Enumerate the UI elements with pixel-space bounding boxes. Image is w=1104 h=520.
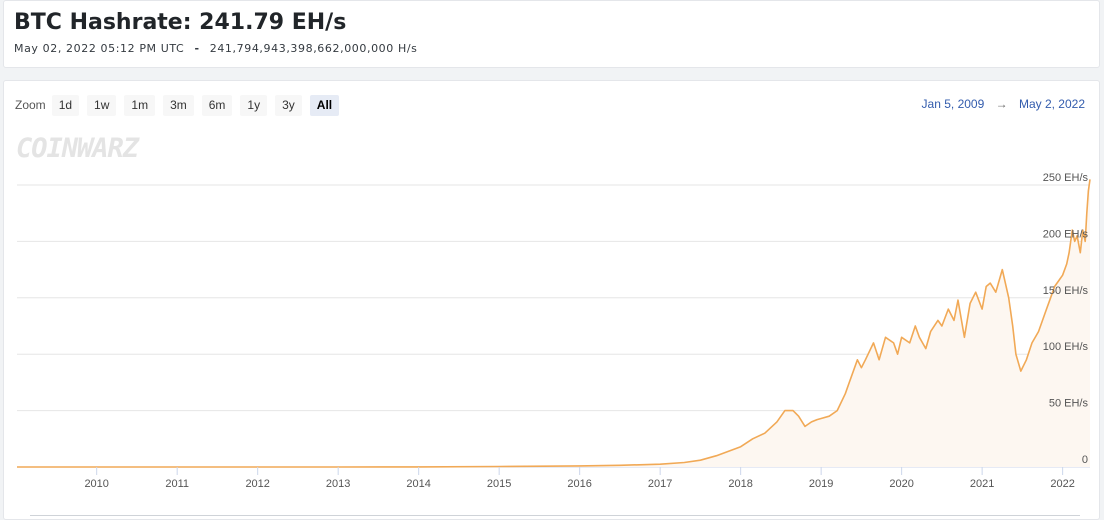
x-tick-label: 2014 <box>406 478 430 490</box>
chart-card: 0 50 EH/s 100 EH/s 150 EH/s 200 EH/s 250 EH/s… <box>3 80 1100 520</box>
header-card: BTC Hashrate: 241.79 EH/s May 02, 2022 0… <box>3 0 1100 68</box>
x-tick-label: 2011 <box>165 478 189 490</box>
y-tick-label: 150 EH/s <box>1043 285 1089 297</box>
raw-hashrate: 241,794,943,398,662,000,000 H/s <box>209 42 418 55</box>
range-to-date[interactable]: May 2, 2022 <box>1018 97 1085 111</box>
x-tick-label: 2017 <box>648 478 672 490</box>
y-tick-label: 100 EH/s <box>1043 341 1089 353</box>
timestamp: May 02, 2022 05:12 PM UTC <box>14 42 185 55</box>
range-from-date[interactable]: Jan 5, 2009 <box>921 97 985 111</box>
subtitle-line: May 02, 2022 05:12 PM UTC - 241,794,943,… <box>14 42 418 55</box>
zoom-all-button[interactable]: All <box>309 94 340 116</box>
zoom-bar: Zoom 1d 1w 1m 3m 6m 1y 3y All <box>15 94 347 116</box>
zoom-1d-button[interactable]: 1d <box>51 94 80 116</box>
zoom-3y-button[interactable]: 3y <box>275 94 302 116</box>
zoom-1m-button[interactable]: 1m <box>124 94 156 116</box>
y-tick-label: 0 <box>1082 454 1088 466</box>
x-tick-label: 2021 <box>970 478 994 490</box>
y-tick-label: 50 EH/s <box>1049 398 1089 410</box>
x-tick-label: 2015 <box>487 478 511 490</box>
zoom-label: Zoom <box>15 98 46 112</box>
zoom-1w-button[interactable]: 1w <box>87 94 117 116</box>
x-tick-label: 2010 <box>84 478 108 490</box>
hashrate-chart[interactable]: 0 50 EH/s 100 EH/s 150 EH/s 200 EH/s 250 EH/s… <box>4 81 1100 520</box>
x-tick-label: 2019 <box>809 478 833 490</box>
page-title: BTC Hashrate: 241.79 EH/s <box>14 10 347 35</box>
y-tick-label: 200 EH/s <box>1043 228 1089 240</box>
coinwarz-logo: COINWARZ <box>16 133 139 164</box>
x-tick-label: 2013 <box>326 478 350 490</box>
y-tick-label: 250 EH/s <box>1043 172 1089 184</box>
zoom-6m-button[interactable]: 6m <box>201 94 233 116</box>
x-tick-label: 2022 <box>1050 478 1074 490</box>
range-arrow-icon: → <box>995 97 1008 111</box>
x-tick-label: 2018 <box>728 478 752 490</box>
zoom-3m-button[interactable]: 3m <box>163 94 194 116</box>
series-area <box>17 179 1090 467</box>
x-tick-label: 2016 <box>567 478 591 490</box>
zoom-1y-button[interactable]: 1y <box>240 94 268 116</box>
x-tick-label: 2012 <box>245 478 269 490</box>
x-tick-label: 2020 <box>889 478 913 490</box>
separator: - <box>194 42 200 55</box>
date-range: Jan 5, 2009 → May 2, 2022 <box>922 97 1085 111</box>
series-line <box>17 179 1091 468</box>
